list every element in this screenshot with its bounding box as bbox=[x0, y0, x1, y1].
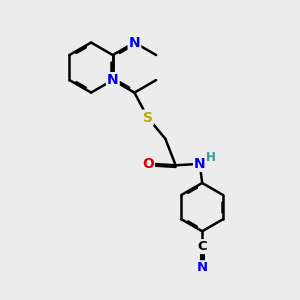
Text: C: C bbox=[197, 240, 207, 253]
Text: N: N bbox=[107, 73, 118, 87]
Text: N: N bbox=[129, 35, 140, 50]
Text: S: S bbox=[143, 111, 153, 124]
Text: H: H bbox=[206, 151, 216, 164]
Text: N: N bbox=[196, 261, 208, 274]
Text: O: O bbox=[142, 157, 154, 171]
Text: N: N bbox=[194, 157, 206, 171]
